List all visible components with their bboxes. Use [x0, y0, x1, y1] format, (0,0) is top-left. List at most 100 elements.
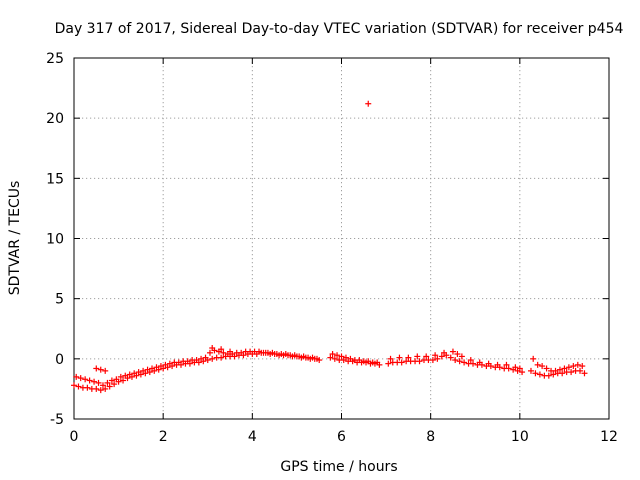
data-point [198, 355, 205, 362]
y-tick-label: 5 [55, 292, 64, 308]
y-tick-label: 10 [46, 232, 64, 248]
data-point [166, 360, 173, 367]
data-point [512, 364, 519, 371]
data-point [71, 382, 77, 389]
data-point [108, 377, 115, 384]
chart-title: Day 317 of 2017, Sidereal Day-to-day VTE… [55, 21, 624, 37]
data-point [106, 383, 113, 390]
data-point [452, 357, 459, 364]
data-point [398, 359, 405, 366]
data-point [441, 349, 448, 356]
x-tick-label: 6 [337, 429, 346, 445]
data-point [153, 364, 160, 371]
data-point [338, 353, 345, 360]
data-points [71, 100, 588, 394]
y-tick-label: 20 [46, 111, 64, 127]
data-point [559, 370, 566, 377]
x-tick-label: 4 [248, 429, 257, 445]
data-point [218, 354, 225, 361]
data-point [385, 360, 392, 367]
data-point [552, 367, 559, 374]
data-point [539, 363, 546, 370]
data-point [86, 377, 93, 384]
data-point [193, 357, 200, 364]
data-point [532, 370, 539, 377]
data-point [157, 363, 164, 370]
data-point [387, 355, 394, 362]
data-point [95, 379, 102, 386]
data-point [461, 359, 468, 366]
data-point [144, 366, 151, 373]
data-point [84, 384, 91, 391]
data-point [556, 366, 563, 373]
data-point [550, 371, 557, 378]
data-point [135, 369, 142, 376]
data-point [565, 364, 572, 371]
grid [74, 58, 609, 419]
x-tick-label: 8 [426, 429, 435, 445]
data-point [162, 361, 169, 368]
x-axis-label: GPS time / hours [280, 459, 397, 475]
data-point [91, 378, 98, 385]
data-point [536, 371, 543, 378]
data-point [574, 361, 581, 368]
data-point [111, 381, 118, 388]
data-point [365, 358, 372, 365]
data-point [396, 354, 403, 361]
data-point [113, 376, 120, 383]
data-point [73, 373, 80, 380]
data-point [140, 367, 147, 374]
data-point [77, 375, 84, 382]
data-point [347, 355, 354, 362]
data-point [282, 351, 289, 358]
data-point [530, 355, 537, 362]
data-point [527, 367, 534, 374]
y-tick-label: 0 [55, 352, 64, 368]
y-tick-label: -5 [50, 412, 64, 428]
data-point [149, 365, 156, 372]
data-point [516, 365, 523, 372]
data-point [543, 365, 550, 372]
data-point [579, 363, 586, 370]
data-point [476, 359, 483, 366]
data-point [432, 352, 439, 359]
data-point [447, 354, 454, 361]
data-point [331, 355, 338, 362]
data-point [309, 354, 316, 361]
x-tick-label: 10 [511, 429, 529, 445]
data-point [131, 370, 138, 377]
data-point [365, 100, 372, 107]
data-point [374, 359, 381, 366]
data-point [291, 352, 298, 359]
data-point [505, 365, 512, 372]
data-point [545, 372, 552, 379]
data-point [454, 351, 461, 358]
data-point [218, 346, 225, 353]
data-point [434, 355, 441, 362]
data-point [423, 353, 430, 360]
data-point [75, 383, 82, 390]
data-point [122, 372, 129, 379]
data-point [97, 366, 104, 373]
data-point [300, 353, 307, 360]
data-point [570, 363, 577, 370]
data-point [494, 361, 501, 368]
data-point [581, 370, 588, 377]
ticks: 0 2 4 6 8 10 12 -5 0 5 10 15 20 25 [46, 51, 618, 445]
data-point [120, 377, 127, 384]
data-point [202, 354, 209, 361]
data-point [449, 348, 456, 355]
data-point [329, 351, 336, 358]
data-point [334, 352, 341, 359]
data-point [209, 355, 216, 362]
y-axis-label: SDTVAR / TECUs [7, 181, 23, 296]
data-point [220, 349, 227, 356]
data-point [93, 385, 100, 392]
data-point [429, 357, 436, 364]
data-point [356, 357, 363, 364]
data-point [99, 382, 106, 389]
data-point [327, 354, 334, 361]
data-point [238, 349, 245, 356]
data-point [175, 359, 182, 366]
